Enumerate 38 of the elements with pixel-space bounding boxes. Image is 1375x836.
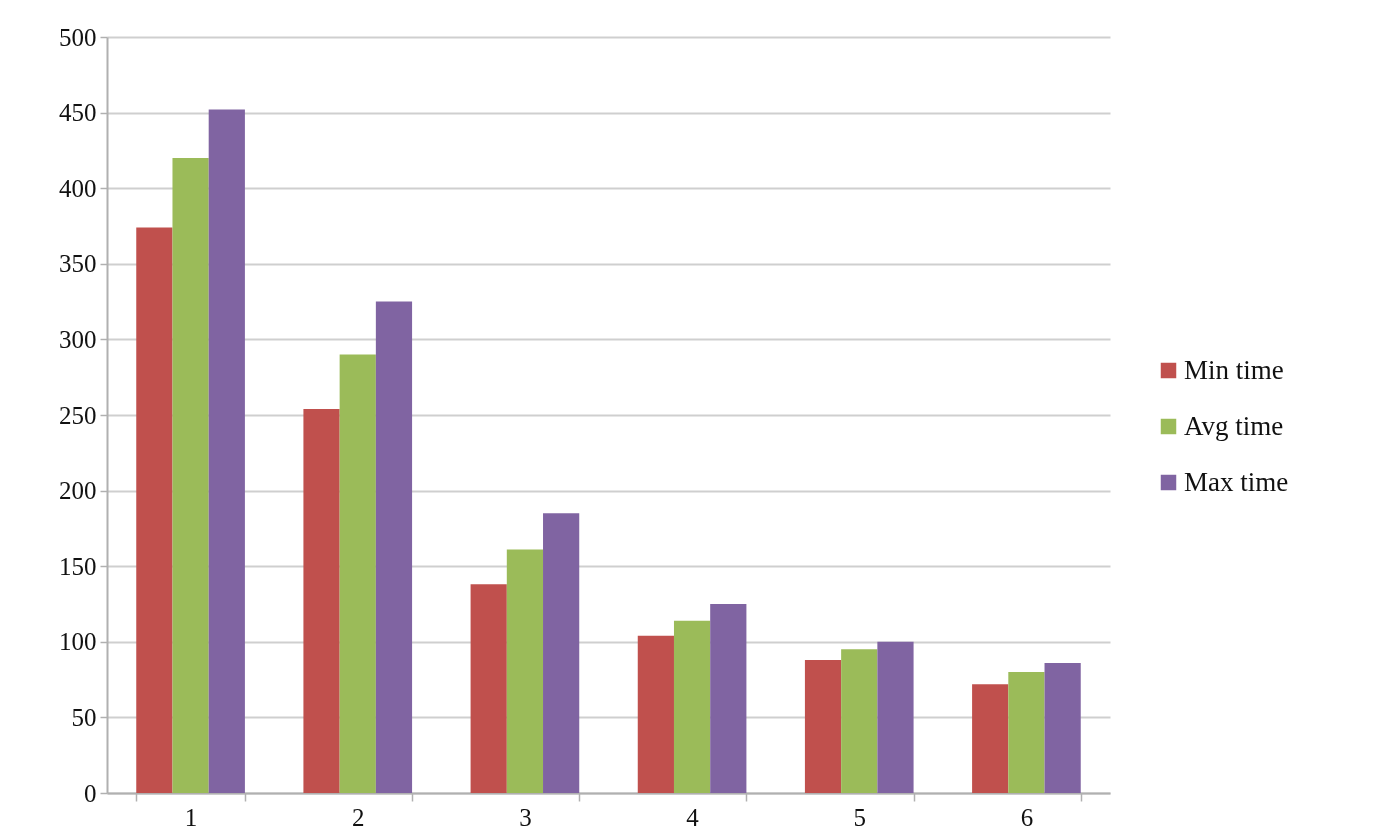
x-tick-label: 1: [184, 803, 198, 831]
bar: [841, 649, 878, 793]
bar: [804, 659, 842, 793]
bar: [506, 549, 544, 793]
bar: [877, 641, 914, 793]
y-tick-label: 100: [59, 628, 97, 656]
y-tick-label: 150: [59, 552, 97, 580]
bar: [1044, 662, 1081, 793]
x-tick-label: 6: [1020, 803, 1034, 831]
x-tick-label: 3: [519, 803, 532, 831]
y-tick-label: 250: [59, 401, 97, 429]
y-tick-label: 500: [59, 23, 97, 51]
bar: [172, 157, 209, 793]
y-tick-label: 200: [59, 477, 97, 505]
bar: [972, 684, 1009, 793]
bar: [136, 227, 173, 793]
y-tick-label: 350: [59, 250, 97, 278]
y-tick-label: 400: [59, 174, 97, 202]
bar: [673, 620, 711, 793]
bar: [1008, 672, 1045, 793]
x-tick-label: 2: [352, 803, 365, 831]
legend-label: Avg time: [1184, 410, 1284, 441]
y-tick-label: 450: [59, 99, 97, 127]
bar: [303, 408, 340, 793]
bar: [208, 109, 245, 793]
y-tick-label: 50: [71, 703, 97, 731]
x-tick-label: 5: [853, 803, 866, 831]
legend-label: Max time: [1184, 466, 1289, 497]
bar: [710, 604, 747, 793]
bar: [470, 584, 507, 793]
legend-label: Min time: [1184, 354, 1284, 385]
bar: [543, 513, 580, 793]
x-tick-label: 4: [686, 803, 700, 831]
bar: [375, 301, 413, 793]
y-tick-label: 300: [59, 325, 97, 353]
y-tick-label: 0: [84, 779, 97, 807]
bar: [339, 354, 376, 793]
bar: [637, 635, 674, 793]
